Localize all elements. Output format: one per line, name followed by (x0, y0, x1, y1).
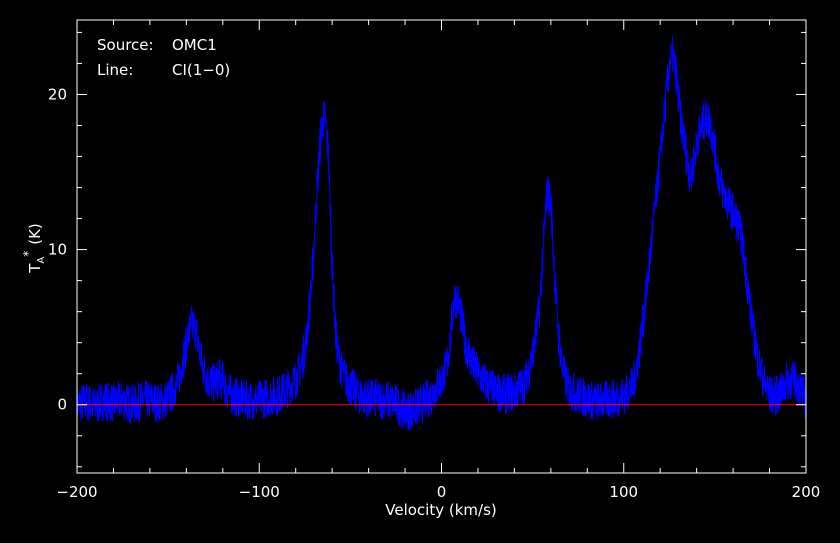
y-tick-label: 20 (48, 85, 67, 103)
y-axis-title-unit: (K) (26, 223, 44, 245)
y-axis-title-text: TA* (K) (21, 223, 47, 274)
x-tick-label: −200 (56, 483, 97, 501)
x-tick-label: 200 (792, 483, 821, 501)
x-tick-label: 100 (609, 483, 638, 501)
y-tick-label: 0 (57, 396, 67, 414)
y-axis-title: TA* (K) (21, 223, 47, 274)
y-axis-title-superscript: * (21, 251, 35, 257)
y-axis-title-subscript: A (36, 257, 47, 264)
tick-layer: −200 −100 0 100 200 0 10 20 (48, 20, 820, 501)
annotation-source-label: Source: (97, 36, 154, 54)
y-tick-label: 10 (48, 241, 67, 259)
x-axis-title: Velocity (km/s) (385, 501, 496, 519)
annotation-line-label: Line: (97, 61, 133, 79)
x-tick-label: −100 (239, 483, 280, 501)
annotation-line-value: CI(1−0) (172, 61, 230, 79)
annotation-source-value: OMC1 (172, 36, 217, 54)
x-tick-label: 0 (437, 483, 447, 501)
y-axis-title-symbol: T (26, 263, 44, 274)
